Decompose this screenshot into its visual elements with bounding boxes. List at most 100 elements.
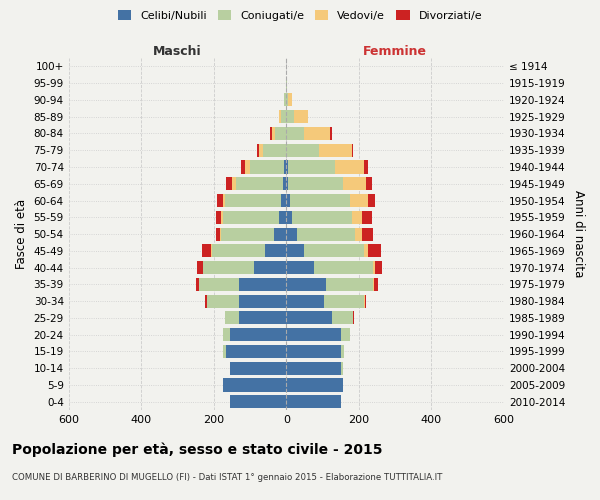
Bar <box>224 312 239 324</box>
Bar <box>375 261 382 274</box>
Bar <box>330 127 332 140</box>
Bar <box>216 228 220 240</box>
Bar <box>341 362 343 375</box>
Bar <box>286 328 341 341</box>
Bar <box>223 345 226 358</box>
Bar <box>226 177 232 190</box>
Bar <box>368 194 375 207</box>
Bar <box>325 294 364 308</box>
Bar <box>239 278 286 291</box>
Bar <box>373 278 374 291</box>
Bar <box>286 395 341 408</box>
Bar <box>286 278 326 291</box>
Bar <box>288 94 292 106</box>
Bar <box>263 144 286 157</box>
Bar <box>304 127 330 140</box>
Text: Maschi: Maschi <box>153 45 202 58</box>
Bar <box>286 378 343 392</box>
Bar <box>279 211 286 224</box>
Bar <box>223 211 279 224</box>
Bar <box>211 244 212 258</box>
Y-axis label: Fasce di età: Fasce di età <box>15 199 28 269</box>
Bar <box>239 312 286 324</box>
Bar <box>223 194 224 207</box>
Bar <box>230 328 286 341</box>
Bar <box>286 160 288 173</box>
Bar <box>221 228 274 240</box>
Bar <box>275 127 286 140</box>
Bar <box>366 177 371 190</box>
Bar <box>223 328 230 341</box>
Bar <box>265 244 286 258</box>
Bar <box>212 244 265 258</box>
Bar <box>257 144 259 157</box>
Bar <box>236 177 283 190</box>
Bar <box>284 94 286 106</box>
Y-axis label: Anni di nascita: Anni di nascita <box>572 190 585 278</box>
Bar <box>314 261 373 274</box>
Bar <box>286 362 341 375</box>
Bar <box>290 194 350 207</box>
Bar <box>286 194 290 207</box>
Text: Femmine: Femmine <box>363 45 427 58</box>
Bar <box>341 328 350 341</box>
Bar <box>293 110 308 123</box>
Bar <box>241 160 245 173</box>
Bar <box>332 312 353 324</box>
Bar <box>226 345 286 358</box>
Bar <box>286 76 287 90</box>
Bar <box>199 278 239 291</box>
Bar <box>319 144 352 157</box>
Bar <box>304 244 364 258</box>
Bar <box>368 244 380 258</box>
Bar <box>203 261 254 274</box>
Bar <box>281 194 286 207</box>
Bar <box>272 127 275 140</box>
Bar <box>365 294 367 308</box>
Bar <box>343 177 366 190</box>
Bar <box>362 228 373 240</box>
Bar <box>202 244 211 258</box>
Bar <box>223 378 286 392</box>
Bar <box>274 228 286 240</box>
Bar <box>259 144 263 157</box>
Bar <box>279 110 281 123</box>
Bar <box>283 177 286 190</box>
Text: COMUNE DI BARBERINO DI MUGELLO (FI) - Dati ISTAT 1° gennaio 2015 - Elaborazione : COMUNE DI BARBERINO DI MUGELLO (FI) - Da… <box>12 472 442 482</box>
Bar <box>286 244 304 258</box>
Bar <box>254 261 286 274</box>
Bar <box>217 194 223 207</box>
Bar <box>286 312 332 324</box>
Bar <box>250 160 284 173</box>
Bar <box>353 312 355 324</box>
Bar <box>230 362 286 375</box>
Bar <box>286 94 288 106</box>
Bar <box>196 278 199 291</box>
Bar <box>220 228 221 240</box>
Bar <box>352 144 353 157</box>
Bar <box>270 127 272 140</box>
Bar <box>286 127 304 140</box>
Bar <box>352 211 362 224</box>
Bar <box>286 211 292 224</box>
Bar <box>206 294 239 308</box>
Legend: Celibi/Nubili, Coniugati/e, Vedovi/e, Divorziati/e: Celibi/Nubili, Coniugati/e, Vedovi/e, Di… <box>113 6 487 25</box>
Bar <box>284 160 286 173</box>
Bar <box>239 294 286 308</box>
Bar <box>364 244 368 258</box>
Bar <box>292 211 352 224</box>
Text: Popolazione per età, sesso e stato civile - 2015: Popolazione per età, sesso e stato civil… <box>12 442 383 457</box>
Bar <box>362 211 371 224</box>
Bar <box>297 228 355 240</box>
Bar <box>364 160 368 173</box>
Bar <box>286 345 341 358</box>
Bar <box>341 345 344 358</box>
Bar <box>355 228 362 240</box>
Bar <box>288 177 343 190</box>
Bar <box>197 261 203 274</box>
Bar <box>374 278 378 291</box>
Bar <box>215 211 221 224</box>
Bar <box>288 160 335 173</box>
Bar <box>245 160 250 173</box>
Bar <box>224 194 281 207</box>
